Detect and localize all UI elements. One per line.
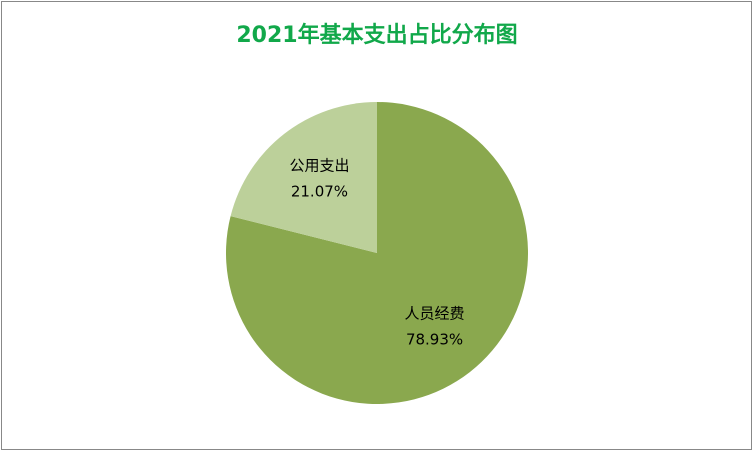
slice-value-label: 21.07% — [291, 183, 348, 201]
slice-category-label: 人员经费 — [405, 304, 465, 322]
slice-value-label: 78.93% — [406, 330, 463, 348]
pie-slice — [230, 102, 377, 253]
slice-category-label: 公用支出 — [289, 157, 349, 175]
chart-title: 2021年基本支出占比分布图 — [236, 22, 517, 48]
